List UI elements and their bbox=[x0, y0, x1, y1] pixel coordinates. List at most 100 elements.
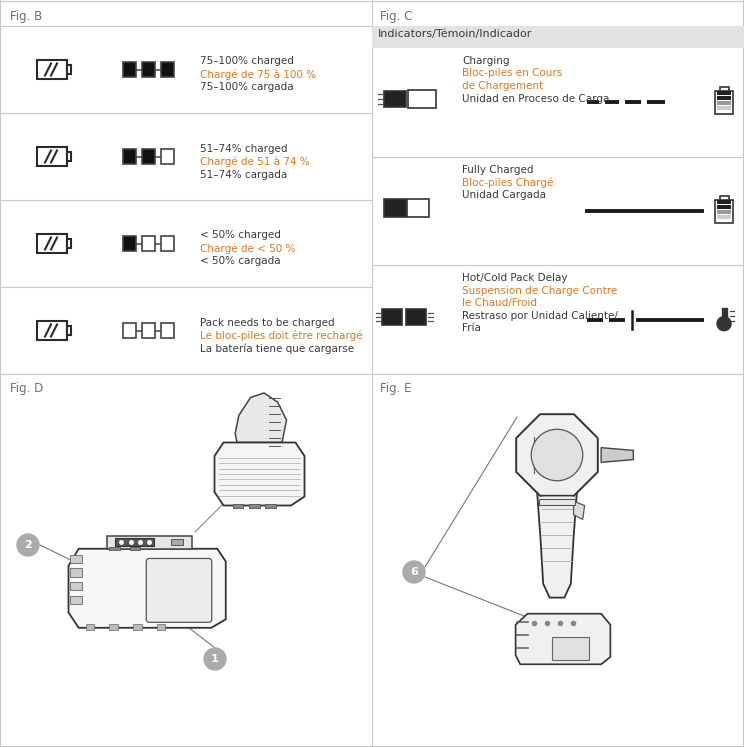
Polygon shape bbox=[235, 393, 286, 442]
Bar bbox=[109, 547, 120, 551]
Bar bbox=[717, 210, 731, 214]
Polygon shape bbox=[516, 414, 597, 496]
Text: Fría: Fría bbox=[462, 323, 481, 333]
Bar bbox=[539, 499, 575, 505]
FancyBboxPatch shape bbox=[147, 559, 212, 622]
Bar bbox=[86, 624, 94, 630]
Bar bbox=[715, 91, 733, 114]
Bar bbox=[265, 503, 276, 508]
Text: 2: 2 bbox=[24, 540, 32, 550]
Bar bbox=[70, 595, 82, 604]
Bar bbox=[70, 555, 82, 563]
Bar bbox=[717, 215, 731, 219]
Bar bbox=[67, 239, 71, 248]
Text: 51–74% cargada: 51–74% cargada bbox=[200, 170, 287, 179]
Bar bbox=[123, 236, 135, 251]
Text: Fully Charged: Fully Charged bbox=[462, 164, 533, 175]
Text: Fig. B: Fig. B bbox=[10, 10, 42, 23]
Polygon shape bbox=[68, 549, 225, 627]
Bar bbox=[248, 503, 260, 508]
Text: 75–100% charged: 75–100% charged bbox=[200, 57, 294, 66]
Text: Chargé de 75 à 100 %: Chargé de 75 à 100 % bbox=[200, 69, 316, 80]
Bar bbox=[67, 326, 71, 335]
Bar bbox=[717, 102, 731, 105]
Bar bbox=[161, 323, 173, 338]
Bar bbox=[715, 199, 733, 223]
Text: 6: 6 bbox=[410, 567, 418, 577]
Bar bbox=[141, 149, 155, 164]
Text: Charging: Charging bbox=[462, 56, 510, 66]
Bar bbox=[67, 65, 71, 74]
Bar bbox=[123, 62, 135, 77]
Polygon shape bbox=[516, 614, 610, 664]
Bar bbox=[123, 323, 135, 338]
Text: Bloc-piles en Cours: Bloc-piles en Cours bbox=[462, 69, 562, 78]
Polygon shape bbox=[574, 501, 585, 519]
Bar bbox=[722, 308, 726, 323]
Polygon shape bbox=[601, 447, 633, 462]
Bar bbox=[109, 624, 118, 630]
Text: La batería tiene que cargarse: La batería tiene que cargarse bbox=[200, 344, 354, 354]
Bar bbox=[717, 96, 731, 100]
Text: Pack needs to be charged: Pack needs to be charged bbox=[200, 317, 335, 327]
Bar bbox=[552, 636, 589, 660]
Bar bbox=[384, 91, 406, 108]
Circle shape bbox=[531, 430, 583, 481]
Text: Fig. E: Fig. E bbox=[380, 382, 411, 395]
Bar bbox=[123, 149, 135, 164]
Bar bbox=[719, 196, 728, 199]
Bar bbox=[67, 152, 71, 161]
Bar bbox=[70, 568, 82, 577]
Bar bbox=[129, 547, 140, 551]
Bar bbox=[384, 199, 406, 217]
Bar bbox=[406, 309, 426, 325]
Bar bbox=[37, 60, 67, 79]
Text: Restraso por Unidad Caliente/: Restraso por Unidad Caliente/ bbox=[462, 311, 618, 320]
Text: Le bloc-piles doit être rechargé: Le bloc-piles doit être rechargé bbox=[200, 330, 362, 341]
Bar bbox=[37, 321, 67, 340]
Text: < 50% charged: < 50% charged bbox=[200, 231, 281, 241]
Bar bbox=[717, 205, 731, 209]
Bar bbox=[37, 234, 67, 253]
Bar bbox=[719, 87, 728, 91]
Bar bbox=[232, 503, 243, 508]
Text: Indicators/Témoin/Indicador: Indicators/Témoin/Indicador bbox=[378, 29, 533, 39]
Bar bbox=[372, 26, 744, 48]
Text: Unidad en Proceso de Carga: Unidad en Proceso de Carga bbox=[462, 93, 609, 104]
Bar bbox=[115, 538, 153, 546]
Text: Hot/Cold Pack Delay: Hot/Cold Pack Delay bbox=[462, 273, 568, 283]
Bar bbox=[37, 147, 67, 166]
Polygon shape bbox=[214, 442, 304, 506]
Bar bbox=[133, 624, 141, 630]
Polygon shape bbox=[106, 536, 192, 549]
Text: Fig. D: Fig. D bbox=[10, 382, 43, 395]
Text: Chargé de < 50 %: Chargé de < 50 % bbox=[200, 244, 295, 254]
Bar bbox=[717, 106, 731, 111]
Text: Suspension de Charge Contre: Suspension de Charge Contre bbox=[462, 286, 618, 296]
Bar bbox=[141, 236, 155, 251]
Text: de Chargement: de Chargement bbox=[462, 81, 543, 91]
Bar bbox=[407, 199, 429, 217]
Circle shape bbox=[403, 561, 425, 583]
Polygon shape bbox=[536, 487, 577, 598]
Bar bbox=[161, 149, 173, 164]
Bar bbox=[161, 62, 173, 77]
Text: Fig. C: Fig. C bbox=[380, 10, 412, 23]
Bar bbox=[382, 309, 402, 325]
Bar bbox=[157, 624, 165, 630]
Text: 1: 1 bbox=[211, 654, 219, 664]
Text: Bloc-piles Chargé: Bloc-piles Chargé bbox=[462, 177, 554, 187]
Circle shape bbox=[17, 534, 39, 556]
Text: Chargé de 51 à 74 %: Chargé de 51 à 74 % bbox=[200, 157, 310, 167]
Text: < 50% cargada: < 50% cargada bbox=[200, 256, 280, 267]
Circle shape bbox=[204, 648, 226, 670]
Bar bbox=[408, 90, 436, 108]
Text: Unidad Cargada: Unidad Cargada bbox=[462, 190, 546, 199]
Bar bbox=[141, 323, 155, 338]
Text: 75–100% cargada: 75–100% cargada bbox=[200, 82, 294, 93]
Bar bbox=[170, 539, 183, 545]
Text: 51–74% charged: 51–74% charged bbox=[200, 143, 287, 153]
Bar bbox=[161, 236, 173, 251]
Bar bbox=[141, 62, 155, 77]
Bar bbox=[717, 200, 731, 204]
